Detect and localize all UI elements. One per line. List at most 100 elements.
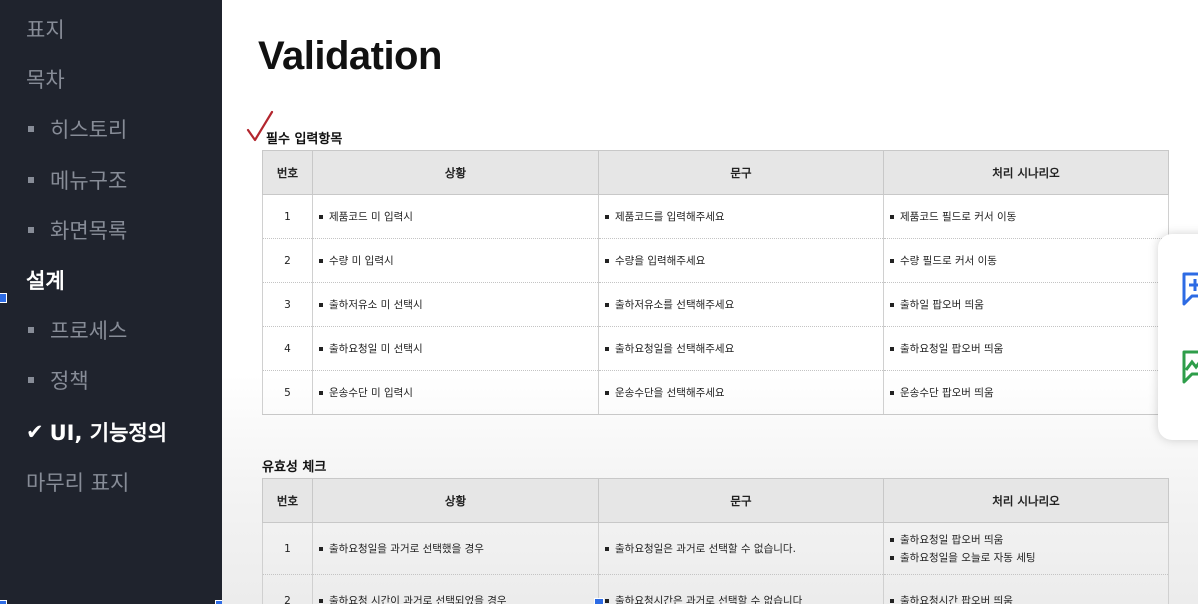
resize-handle[interactable] (0, 600, 7, 604)
bullet-icon (890, 302, 894, 307)
bullet-icon (28, 177, 34, 183)
message-text: 제품코드를 입력해주세요 (615, 210, 725, 223)
page-title: Validation (258, 34, 442, 78)
situation-text: 운송수단 미 입력시 (329, 386, 413, 399)
situation-text: 출하저유소 미 선택시 (329, 298, 423, 311)
message-text: 출하요청일은 과거로 선택할 수 없습니다. (615, 542, 796, 555)
sidebar-item-toc[interactable]: 목차 (26, 64, 65, 94)
bullet-icon (890, 390, 894, 395)
scenario-cell: 출하요청일 팝오버 띄움 (883, 326, 1169, 371)
row-number: 2 (262, 238, 313, 283)
sidebar-item-history[interactable]: 히스토리 (26, 114, 127, 144)
column-header-number: 번호 (262, 150, 313, 195)
situation-cell: 출하저유소 미 선택시 (312, 282, 599, 327)
bullet-icon (319, 258, 323, 263)
section-title-required: 필수 입력항목 (266, 132, 343, 147)
table-row: 2 출하요청 시간이 과거로 선택되었을 경우 출하요청시간은 과거로 선택할 … (262, 574, 1169, 604)
column-header-scenario: 처리 시나리오 (883, 478, 1169, 523)
situation-text: 출하요청일 미 선택시 (329, 342, 423, 355)
situation-text: 출하요청 시간이 과거로 선택되었을 경우 (329, 594, 507, 604)
bullet-icon (28, 126, 34, 132)
sidebar: 표지 목차 히스토리 메뉴구조 화면목록 설계 프로세스 정책 ✔ UI, 기능… (0, 0, 222, 604)
sidebar-item-label: 프로세스 (50, 319, 128, 343)
message-text: 수량을 입력해주세요 (615, 254, 706, 267)
resize-handle[interactable] (594, 598, 604, 604)
table-row: 2 수량 미 입력시 수량을 입력해주세요 수량 필드로 커서 이동 (262, 238, 1169, 283)
scenario-cell: 출하일 팝오버 띄움 (883, 282, 1169, 327)
sidebar-item-label: 메뉴구조 (50, 169, 128, 193)
scenario-cell: 수량 필드로 커서 이동 (883, 238, 1169, 283)
table-row: 3 출하저유소 미 선택시 출하저유소를 선택해주세요 출하일 팝오버 띄움 (262, 282, 1169, 327)
message-text: 출하저유소를 선택해주세요 (615, 298, 735, 311)
image-comment-icon[interactable] (1180, 348, 1198, 384)
slide-content: Validation 필수 입력항목 번호 상황 문구 처리 시나리오 1 제품… (222, 0, 1198, 604)
bullet-icon (605, 346, 609, 351)
row-number: 3 (262, 282, 313, 327)
situation-cell: 출하요청 시간이 과거로 선택되었을 경우 (312, 574, 599, 604)
sidebar-item-label: 마무리 표지 (26, 471, 130, 495)
sidebar-item-label: 설계 (26, 269, 65, 293)
column-header-situation: 상황 (312, 150, 599, 195)
comment-add-icon[interactable] (1180, 270, 1198, 306)
situation-cell: 운송수단 미 입력시 (312, 370, 599, 415)
bullet-icon (319, 546, 323, 551)
resize-handle[interactable] (0, 293, 7, 303)
message-cell: 수량을 입력해주세요 (598, 238, 884, 283)
sidebar-item-label: 정책 (50, 369, 89, 393)
message-cell: 출하요청시간은 과거로 선택할 수 없습니다 (598, 574, 884, 604)
sidebar-item-design[interactable]: 설계 (26, 265, 65, 295)
bullet-icon (605, 258, 609, 263)
table-row: 5 운송수단 미 입력시 운송수단을 선택해주세요 운송수단 팝오버 띄움 (262, 370, 1169, 415)
sidebar-item-process[interactable]: 프로세스 (26, 315, 127, 345)
situation-cell: 수량 미 입력시 (312, 238, 599, 283)
required-fields-table: 번호 상황 문구 처리 시나리오 1 제품코드 미 입력시 제품코드를 입력해주… (262, 150, 1169, 415)
table-header-row: 번호 상황 문구 처리 시나리오 (262, 150, 1169, 195)
message-text: 출하요청일을 선택해주세요 (615, 342, 735, 355)
scenario-cell: 출하요청일 팝오버 띄움 출하요청일을 오늘로 자동 세팅 (883, 522, 1169, 575)
bullet-icon (890, 214, 894, 219)
table-row: 1 출하요청일을 과거로 선택했을 경우 출하요청일은 과거로 선택할 수 없습… (262, 522, 1169, 575)
bullet-icon (319, 302, 323, 307)
row-number: 1 (262, 194, 313, 239)
scenario-text: 출하일 팝오버 띄움 (900, 298, 984, 311)
scenario-text: 수량 필드로 커서 이동 (900, 254, 997, 267)
message-text: 출하요청시간은 과거로 선택할 수 없습니다 (615, 594, 803, 604)
column-header-scenario: 처리 시나리오 (883, 150, 1169, 195)
message-cell: 출하요청일은 과거로 선택할 수 없습니다. (598, 522, 884, 575)
sidebar-item-policy[interactable]: 정책 (26, 365, 89, 395)
scenario-cell: 출하요청시간 팝오버 띄움 (883, 574, 1169, 604)
scenario-text: 출하요청일 팝오버 띄움 (900, 342, 1004, 355)
sidebar-item-label: UI, 기능정의 (49, 421, 168, 445)
bullet-icon (890, 258, 894, 263)
section-title-validity: 유효성 체크 (262, 460, 327, 475)
column-header-message: 문구 (598, 150, 884, 195)
scenario-cell: 운송수단 팝오버 띄움 (883, 370, 1169, 415)
validity-check-table: 번호 상황 문구 처리 시나리오 1 출하요청일을 과거로 선택했을 경우 출하… (262, 478, 1169, 604)
message-text: 운송수단을 선택해주세요 (615, 386, 725, 399)
sidebar-item-ui-function[interactable]: ✔ UI, 기능정의 (26, 417, 167, 447)
message-cell: 출하저유소를 선택해주세요 (598, 282, 884, 327)
situation-text: 제품코드 미 입력시 (329, 210, 413, 223)
column-header-situation: 상황 (312, 478, 599, 523)
bullet-icon (605, 214, 609, 219)
bullet-icon (319, 390, 323, 395)
message-cell: 운송수단을 선택해주세요 (598, 370, 884, 415)
column-header-number: 번호 (262, 478, 313, 523)
situation-cell: 출하요청일 미 선택시 (312, 326, 599, 371)
sidebar-item-menu-structure[interactable]: 메뉴구조 (26, 165, 127, 195)
sidebar-item-cover[interactable]: 표지 (26, 14, 65, 44)
message-cell: 제품코드를 입력해주세요 (598, 194, 884, 239)
sidebar-item-screen-list[interactable]: 화면목록 (26, 215, 127, 245)
sidebar-item-label: 표지 (26, 18, 65, 42)
bullet-icon (890, 346, 894, 351)
bullet-icon (28, 227, 34, 233)
bullet-icon (605, 302, 609, 307)
bullet-icon (605, 390, 609, 395)
bullet-icon (605, 546, 609, 551)
bullet-icon (319, 214, 323, 219)
sidebar-item-closing-cover[interactable]: 마무리 표지 (26, 467, 129, 497)
table-header-row: 번호 상황 문구 처리 시나리오 (262, 478, 1169, 523)
bullet-icon (28, 377, 34, 383)
row-number: 5 (262, 370, 313, 415)
red-checkmark-icon (246, 110, 274, 142)
